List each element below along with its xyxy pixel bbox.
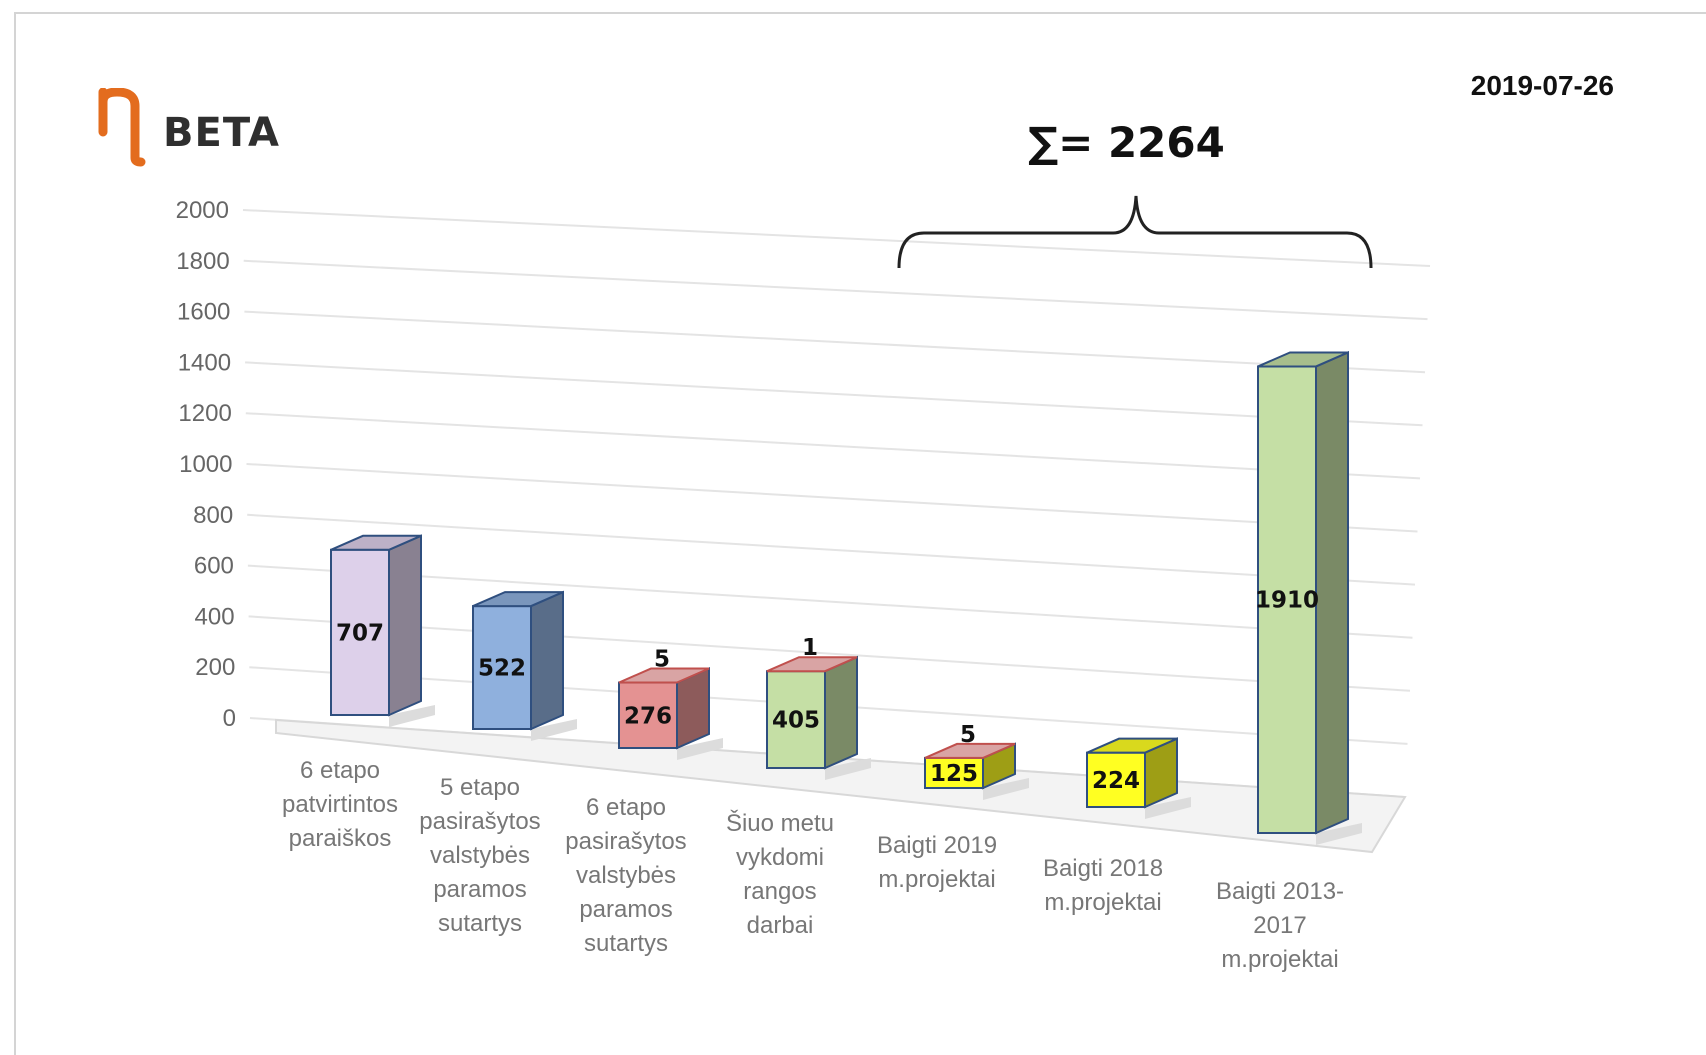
y-tick-label: 0 bbox=[223, 705, 236, 732]
bar: 405 1 bbox=[766, 635, 871, 780]
bar: 125 5 bbox=[924, 722, 1029, 800]
chart-frame bbox=[14, 12, 1706, 1055]
bar-value-label: 405 bbox=[772, 708, 820, 734]
category-label: Baigti 2019 m.projektai bbox=[877, 832, 997, 893]
bar-front bbox=[618, 681, 678, 749]
bar-top bbox=[924, 742, 1016, 759]
gridline bbox=[248, 615, 1411, 692]
bar: 1910 bbox=[1255, 350, 1362, 845]
bar: 522 bbox=[472, 590, 577, 741]
gridline bbox=[247, 513, 1416, 586]
category-label: Baigti 2013-2017 m.projektai bbox=[1216, 878, 1344, 973]
bar-shadow bbox=[389, 705, 435, 727]
date-label: 2019-07-26 bbox=[1470, 70, 1614, 101]
bar-shadow bbox=[1316, 823, 1362, 845]
gridline bbox=[242, 209, 1431, 267]
logo-text: BETA bbox=[163, 110, 280, 156]
bar-front bbox=[330, 548, 390, 717]
bar-shadow bbox=[983, 778, 1029, 800]
bar: 707 bbox=[330, 534, 435, 727]
bar-value-label: 276 bbox=[624, 703, 672, 729]
y-tick-label: 1400 bbox=[178, 349, 231, 376]
y-tick-label: 1200 bbox=[178, 400, 231, 427]
bar-top bbox=[472, 591, 564, 608]
sum-label: ∑= 2264 bbox=[1028, 118, 1225, 167]
bar-value-label: 1910 bbox=[1255, 588, 1319, 614]
bar-front bbox=[1257, 365, 1317, 834]
gridline bbox=[243, 259, 1428, 321]
bar: 224 bbox=[1086, 737, 1191, 819]
gridline bbox=[244, 310, 1426, 374]
category-label: 6 etapo patvirtintos paraiškos bbox=[282, 757, 398, 852]
gridline bbox=[245, 361, 1423, 427]
bar-shadow bbox=[531, 719, 577, 741]
category-label: 5 etapo pasirašytos valstybės paramos sutart… bbox=[419, 774, 540, 937]
bar-side bbox=[824, 655, 858, 770]
gridline bbox=[246, 463, 1418, 533]
bar-front bbox=[1086, 751, 1146, 808]
bar-side bbox=[1315, 350, 1349, 835]
category-label: 6 etapo pasirašytos valstybės paramos sutart… bbox=[565, 794, 686, 957]
y-tick-label: 2000 bbox=[176, 197, 229, 224]
bars: 707 522 276 5 405 1 125 5 224 1910 bbox=[330, 350, 1362, 845]
floor-plane bbox=[275, 718, 1407, 854]
y-tick-label: 200 bbox=[195, 654, 235, 681]
bar-top-value-label: 5 bbox=[960, 722, 976, 748]
eta-logo-icon bbox=[98, 88, 146, 167]
bar: 276 5 bbox=[618, 647, 723, 760]
bar-top bbox=[330, 534, 422, 551]
category-label: Šiuo metu vykdomi rangos darbai bbox=[726, 809, 834, 939]
bar-top bbox=[1257, 351, 1349, 368]
sum-brace bbox=[897, 195, 1373, 269]
bar-top-value-label: 1 bbox=[802, 635, 818, 661]
bar-value-label: 125 bbox=[930, 761, 978, 787]
y-tick-label: 800 bbox=[193, 502, 233, 529]
gridline bbox=[247, 564, 1413, 639]
bar-top bbox=[1086, 737, 1178, 754]
bar-value-label: 224 bbox=[1092, 768, 1140, 794]
bar-value-label: 707 bbox=[336, 620, 384, 646]
bar-shadow bbox=[1145, 797, 1191, 819]
chart-floor bbox=[275, 718, 1407, 854]
y-axis-ticks: 0 200 400 600 800 1000 1200 1400 1600 1800 2000 bbox=[176, 197, 236, 732]
y-tick-label: 400 bbox=[195, 603, 235, 630]
bar-front bbox=[924, 756, 984, 789]
y-tick-label: 1000 bbox=[179, 451, 232, 478]
y-tick-label: 1600 bbox=[177, 299, 230, 326]
bar-top bbox=[766, 656, 858, 673]
bar-top-value-label: 5 bbox=[654, 647, 670, 673]
bar-shadow bbox=[825, 758, 871, 780]
category-label: Baigti 2018 m.projektai bbox=[1043, 855, 1163, 916]
y-tick-label: 600 bbox=[194, 553, 234, 580]
bar-front bbox=[472, 605, 532, 730]
bar-side bbox=[530, 590, 564, 731]
gridline bbox=[245, 412, 1421, 480]
bar-value-label: 522 bbox=[478, 656, 526, 682]
y-tick-label: 1800 bbox=[176, 248, 229, 275]
bar-top bbox=[618, 667, 710, 684]
bar-side bbox=[388, 534, 422, 717]
bar-shadow bbox=[677, 738, 723, 760]
